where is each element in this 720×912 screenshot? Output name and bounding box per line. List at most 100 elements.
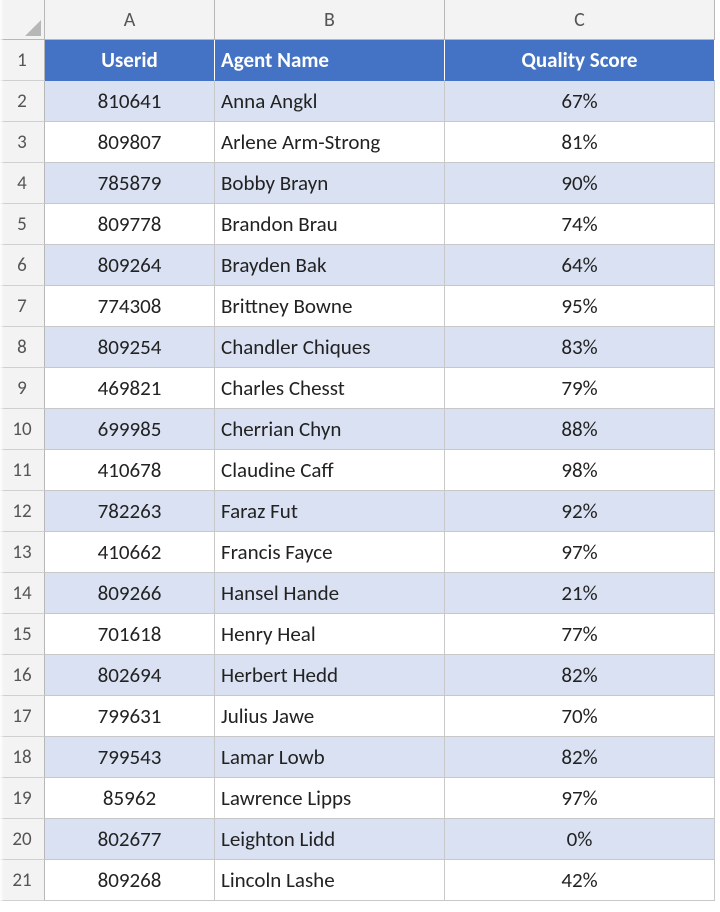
cell-score[interactable]: 21%: [445, 573, 715, 614]
cell-userid[interactable]: 809254: [45, 327, 215, 368]
cell-userid[interactable]: 809268: [45, 860, 215, 901]
row-header-13[interactable]: 13: [0, 532, 45, 573]
cell-score[interactable]: 82%: [445, 737, 715, 778]
row-headers: 123456789101112131415161718192021: [0, 40, 45, 912]
cell-name[interactable]: Bobby Brayn: [215, 163, 445, 204]
cell-userid[interactable]: 782263: [45, 491, 215, 532]
cell-name[interactable]: Lincoln Lashe: [215, 860, 445, 901]
cell-name[interactable]: Francis Fayce: [215, 532, 445, 573]
cell-name[interactable]: Julius Jawe: [215, 696, 445, 737]
cell-userid[interactable]: 802677: [45, 819, 215, 860]
header-cell-A[interactable]: Userid: [45, 40, 215, 81]
cell-score[interactable]: 97%: [445, 532, 715, 573]
cell-name[interactable]: Brittney Bowne: [215, 286, 445, 327]
cell-score[interactable]: 92%: [445, 491, 715, 532]
header-cell-B[interactable]: Agent Name: [215, 40, 445, 81]
cell-userid[interactable]: 810641: [45, 81, 215, 122]
cell-name[interactable]: Charles Chesst: [215, 368, 445, 409]
row-header-20[interactable]: 20: [0, 819, 45, 860]
row-header-18[interactable]: 18: [0, 737, 45, 778]
row-header-14[interactable]: 14: [0, 573, 45, 614]
cell-score[interactable]: 70%: [445, 696, 715, 737]
column-header-B[interactable]: B: [215, 0, 445, 40]
cell-userid[interactable]: 809266: [45, 573, 215, 614]
cell-score[interactable]: 77%: [445, 614, 715, 655]
header-cell-C[interactable]: Quality Score: [445, 40, 715, 81]
row-header-5[interactable]: 5: [0, 204, 45, 245]
cell-name[interactable]: Herbert Hedd: [215, 655, 445, 696]
row-header-3[interactable]: 3: [0, 122, 45, 163]
table-row: 809778Brandon Brau74%: [45, 204, 720, 245]
cell-userid[interactable]: 809264: [45, 245, 215, 286]
cell-score[interactable]: 0%: [445, 819, 715, 860]
row-header-16[interactable]: 16: [0, 655, 45, 696]
cell-name[interactable]: Anna Angkl: [215, 81, 445, 122]
cell-name[interactable]: Chandler Chiques: [215, 327, 445, 368]
row-header-19[interactable]: 19: [0, 778, 45, 819]
column-header-A[interactable]: A: [45, 0, 215, 40]
cell-userid[interactable]: 410678: [45, 450, 215, 491]
cell-userid[interactable]: 809778: [45, 204, 215, 245]
cell-score[interactable]: 42%: [445, 860, 715, 901]
table-row: 782263Faraz Fut92%: [45, 491, 720, 532]
cell-score[interactable]: 98%: [445, 450, 715, 491]
cell-name[interactable]: Cherrian Chyn: [215, 409, 445, 450]
cell-score[interactable]: 67%: [445, 81, 715, 122]
cell-score[interactable]: 97%: [445, 778, 715, 819]
cell-userid[interactable]: 802694: [45, 655, 215, 696]
cell-score[interactable]: 90%: [445, 163, 715, 204]
row-header-2[interactable]: 2: [0, 81, 45, 122]
cell-name[interactable]: Brayden Bak: [215, 245, 445, 286]
cell-score[interactable]: 88%: [445, 409, 715, 450]
cell-name[interactable]: Lamar Lowb: [215, 737, 445, 778]
cell-userid[interactable]: 774308: [45, 286, 215, 327]
row-header-9[interactable]: 9: [0, 368, 45, 409]
row-header-4[interactable]: 4: [0, 163, 45, 204]
table-row: 802694Herbert Hedd82%: [45, 655, 720, 696]
row-header-11[interactable]: 11: [0, 450, 45, 491]
cell-score[interactable]: 79%: [445, 368, 715, 409]
cell-userid[interactable]: 469821: [45, 368, 215, 409]
row-header-7[interactable]: 7: [0, 286, 45, 327]
cell-name[interactable]: Henry Heal: [215, 614, 445, 655]
row-header-12[interactable]: 12: [0, 491, 45, 532]
cell-score[interactable]: 83%: [445, 327, 715, 368]
cell-name[interactable]: Hansel Hande: [215, 573, 445, 614]
cell-userid[interactable]: 85962: [45, 778, 215, 819]
cell-score[interactable]: 64%: [445, 245, 715, 286]
cell-score[interactable]: 95%: [445, 286, 715, 327]
cell-userid[interactable]: 799631: [45, 696, 215, 737]
table-row: 469821Charles Chesst79%: [45, 368, 720, 409]
row-header-15[interactable]: 15: [0, 614, 45, 655]
row-header-8[interactable]: 8: [0, 327, 45, 368]
cell-name[interactable]: Faraz Fut: [215, 491, 445, 532]
table-row: 809264Brayden Bak64%: [45, 245, 720, 286]
table-row: 85962Lawrence Lipps97%: [45, 778, 720, 819]
cell-name[interactable]: Claudine Caff: [215, 450, 445, 491]
table-row: 809268Lincoln Lashe42%: [45, 860, 720, 901]
cell-name[interactable]: Brandon Brau: [215, 204, 445, 245]
cell-userid[interactable]: 410662: [45, 532, 215, 573]
table-row: 810641Anna Angkl67%: [45, 81, 720, 122]
row-header-6[interactable]: 6: [0, 245, 45, 286]
cell-userid[interactable]: 785879: [45, 163, 215, 204]
header-row: UseridAgent NameQuality Score: [45, 40, 720, 81]
row-header-17[interactable]: 17: [0, 696, 45, 737]
table-row: 785879Bobby Brayn90%: [45, 163, 720, 204]
cell-userid[interactable]: 699985: [45, 409, 215, 450]
row-header-10[interactable]: 10: [0, 409, 45, 450]
cell-userid[interactable]: 799543: [45, 737, 215, 778]
cell-score[interactable]: 74%: [445, 204, 715, 245]
cell-score[interactable]: 81%: [445, 122, 715, 163]
select-all-corner[interactable]: [0, 0, 45, 40]
cell-name[interactable]: Arlene Arm-Strong: [215, 122, 445, 163]
cell-name[interactable]: Leighton Lidd: [215, 819, 445, 860]
table-row: 809807Arlene Arm-Strong81%: [45, 122, 720, 163]
column-header-C[interactable]: C: [445, 0, 715, 40]
row-header-21[interactable]: 21: [0, 860, 45, 901]
cell-userid[interactable]: 809807: [45, 122, 215, 163]
cell-name[interactable]: Lawrence Lipps: [215, 778, 445, 819]
row-header-1[interactable]: 1: [0, 40, 45, 81]
cell-score[interactable]: 82%: [445, 655, 715, 696]
cell-userid[interactable]: 701618: [45, 614, 215, 655]
